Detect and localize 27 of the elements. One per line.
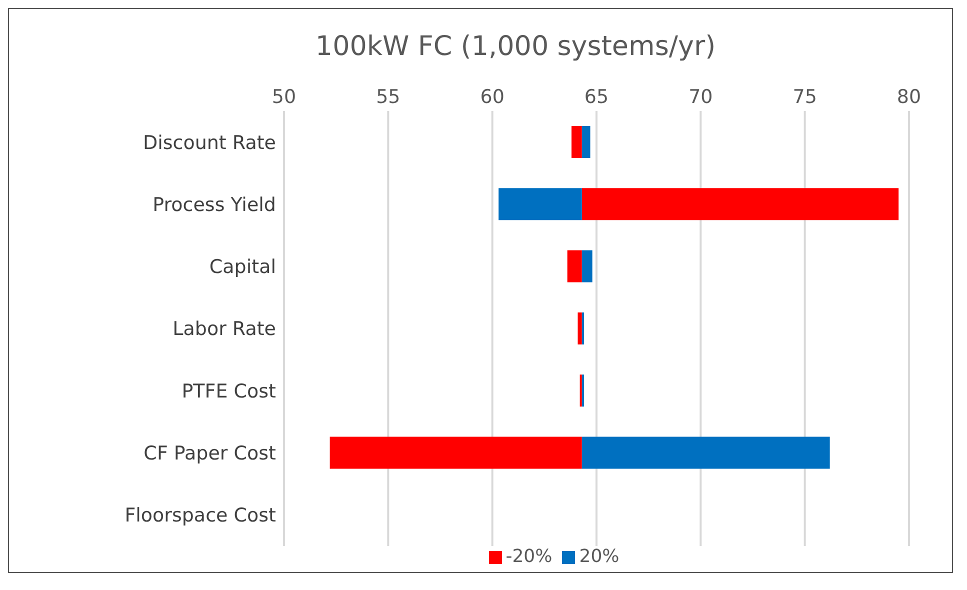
bar bbox=[582, 250, 592, 282]
chart-frame: 100kW FC (1,000 systems/yr) -20% 20% 50 55 60 65 70 75 80 Discount Rate Process Yield Capital Labor Rate PTFE Cost CF Paper Cost Floorspace Cost bbox=[8, 8, 953, 573]
x-tick-label: 70 bbox=[688, 86, 713, 108]
y-tick-label: Discount Rate bbox=[142, 132, 276, 154]
y-tick-label: Capital bbox=[209, 256, 276, 278]
x-tick-label: 55 bbox=[376, 86, 400, 108]
y-tick-label: Process Yield bbox=[152, 194, 276, 216]
bar bbox=[578, 312, 582, 344]
y-tick-label: CF Paper Cost bbox=[144, 442, 276, 465]
chart-title: 100kW FC (1,000 systems/yr) bbox=[314, 31, 717, 64]
x-tick-label: 50 bbox=[272, 86, 296, 108]
x-tick-label: 75 bbox=[792, 86, 817, 108]
bar bbox=[572, 126, 582, 158]
legend-label: 20% bbox=[579, 546, 620, 567]
y-tick-label: PTFE Cost bbox=[182, 380, 276, 402]
bar bbox=[582, 126, 590, 158]
bar bbox=[330, 436, 582, 469]
x-tick-label: 65 bbox=[584, 86, 609, 108]
y-tick-label: Labor Rate bbox=[172, 318, 276, 340]
x-tick-label: 80 bbox=[896, 86, 922, 108]
bar bbox=[582, 436, 830, 469]
legend-label: -20% bbox=[506, 546, 552, 567]
y-tick-label: Floorspace Cost bbox=[124, 504, 276, 527]
bar bbox=[582, 188, 899, 220]
bar bbox=[498, 188, 582, 220]
x-tick-label: 60 bbox=[480, 86, 504, 108]
bar bbox=[567, 250, 582, 282]
